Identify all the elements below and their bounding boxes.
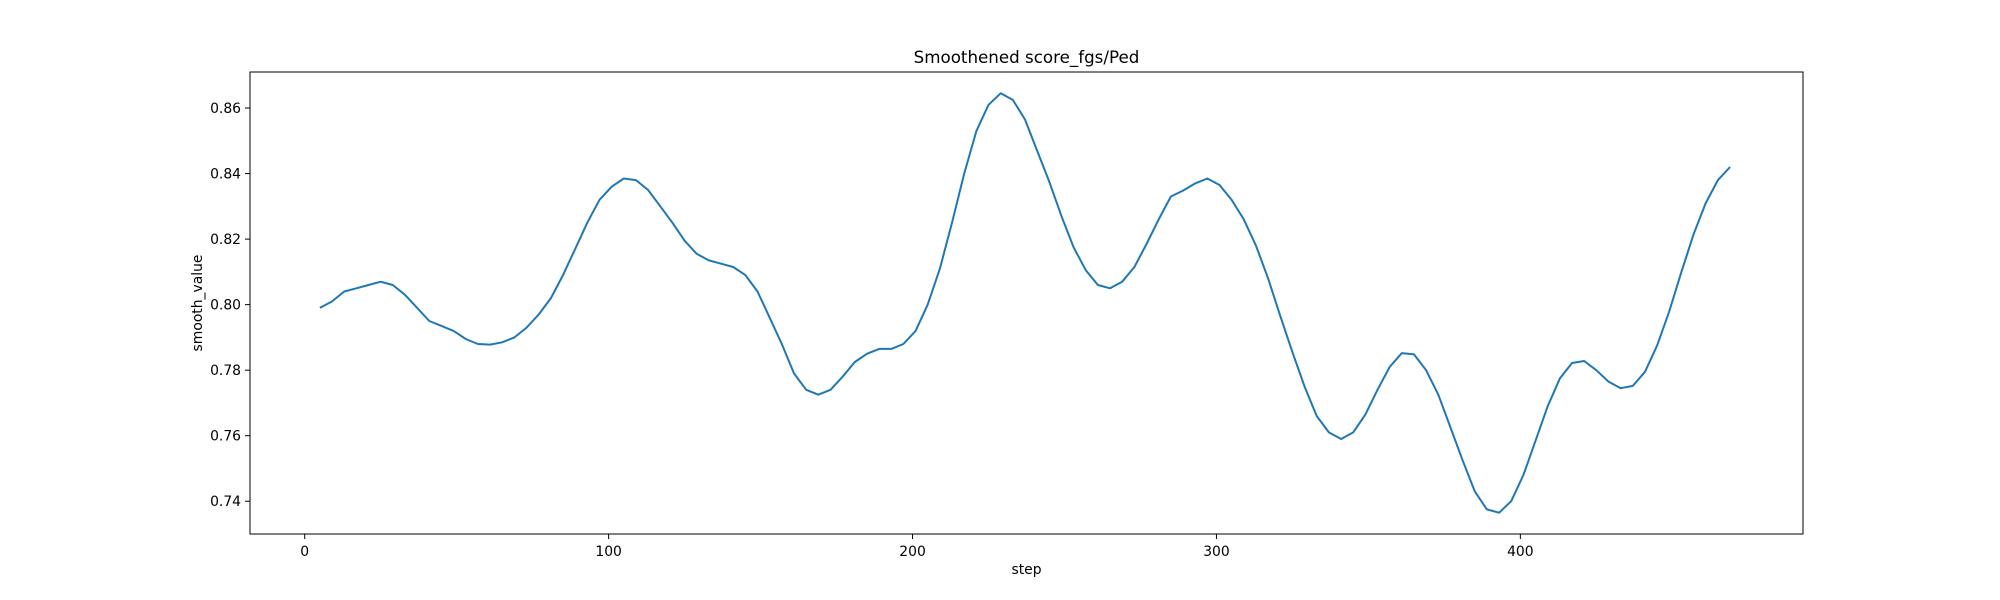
x-tick-label: 400 [1507, 544, 1534, 560]
x-axis: 0 100 200 300 400 [300, 534, 1534, 560]
y-tick-label: 0.84 [210, 167, 241, 183]
x-tick-label: 300 [1203, 544, 1230, 560]
plot-area: 0 100 200 300 400 0.740.760.780.800.820.840.… [210, 71, 1804, 560]
y-tick-label: 0.78 [210, 363, 241, 379]
series-line [319, 92, 1731, 514]
y-axis-label: smooth_value [190, 255, 206, 352]
x-tick-label: 0 [300, 544, 309, 560]
x-axis-label: step [1011, 562, 1041, 578]
y-axis: 0.74 0.76 0.78 0.80 0.82 0.84 0.86 [210, 101, 250, 510]
chart-title: Smoothened score_fgs/Ped [914, 47, 1140, 68]
y-tick-label: 0.74 [210, 494, 241, 510]
y-tick-label: 0.82 [210, 232, 241, 248]
plot-frame [249, 71, 1804, 535]
x-tick-label: 100 [595, 544, 622, 560]
y-tick-label: 0.80 [210, 298, 241, 314]
y-tick-label: 0.76 [210, 429, 241, 445]
x-tick-label: 200 [899, 544, 926, 560]
y-tick-label: 0.86 [210, 101, 241, 117]
